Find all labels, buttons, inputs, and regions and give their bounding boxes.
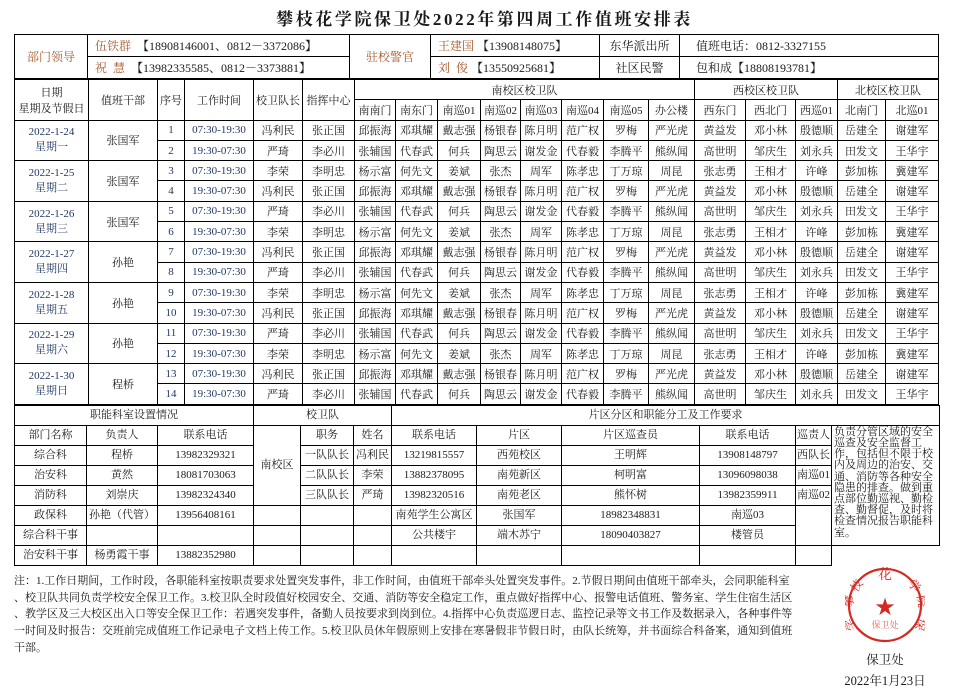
svg-text:学: 学	[904, 576, 925, 596]
svg-text:花: 花	[878, 565, 892, 584]
svg-text:★: ★	[874, 594, 896, 621]
svg-text:枝: 枝	[846, 576, 867, 596]
svg-text:保: 保	[911, 616, 925, 634]
svg-text:攀: 攀	[845, 594, 858, 609]
svg-text:学: 学	[845, 616, 860, 634]
svg-text:院: 院	[913, 594, 925, 609]
